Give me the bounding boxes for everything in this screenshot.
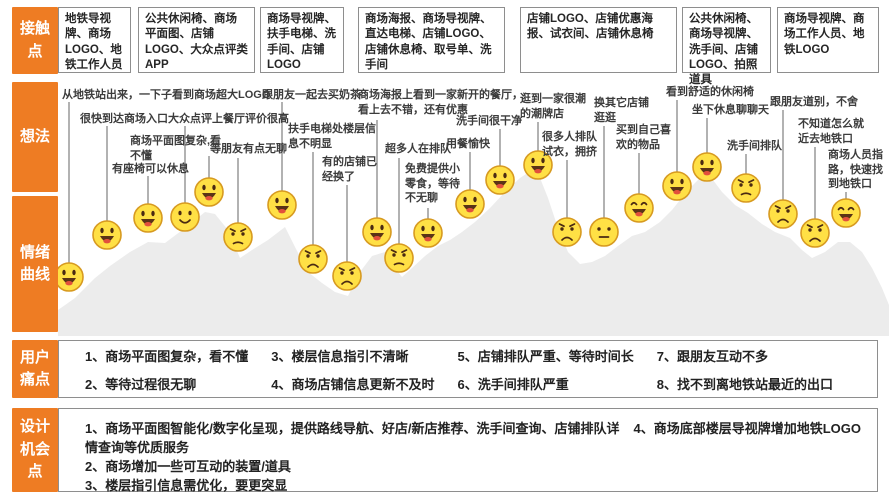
emoji-face-neutral [589, 217, 619, 247]
emoji-face-happy [362, 217, 392, 247]
thought-label: 商场海报上看到一家新开的餐厅，看上去不错，还有优惠 [358, 89, 523, 116]
sidebar-row-touchpoints: 接触点 [12, 7, 58, 74]
emoji-face-worried [731, 173, 761, 203]
opportunity-item: 3、楼层指引信息需优化，要更突显 [85, 478, 288, 493]
emoji-face-worried [223, 222, 253, 252]
thought-label: 逛到一家很潮的潮牌店 [520, 93, 586, 120]
emoji-face-happy [92, 220, 122, 250]
thought-label: 洗手间排队 [727, 140, 782, 152]
touchpoint-box: 商场导视牌、商场工作人员、地铁LOGO [777, 7, 879, 73]
emoji-face-happy [523, 150, 553, 180]
emoji-face-happy [194, 177, 224, 207]
emoji-face-happy [413, 218, 443, 248]
thought-label: 有的店铺已经换了 [322, 156, 377, 183]
opportunity-item: 1、商场平面图智能化/数字化呈现，提供路线导航、好店/新店推荐、洗手间查询、店铺… [85, 421, 620, 455]
emoji-face-sad [552, 217, 582, 247]
emoji-face-happy [455, 189, 485, 219]
emoji-face-sad [768, 199, 798, 229]
touchpoint-box: 公共休闲椅、商场导视牌、洗手间、店铺LOGO、拍照道具 [682, 7, 771, 86]
thought-label: 商场人员指路，快速找到地铁口 [828, 149, 883, 191]
pain-points-list: 1、商场平面图复杂，看不懂 2、等待过程很无聊 3、楼层信息指引不清晰 4、商场店铺信… [85, 346, 861, 393]
thought-label: 买到自己喜欢的物品 [616, 124, 671, 151]
emoji-face-sad [332, 261, 362, 291]
emoji-face-worried [384, 243, 414, 273]
thought-label: 洗手间很干净 [456, 115, 522, 127]
pain-points-panel: 1、商场平面图复杂，看不懂 2、等待过程很无聊 3、楼层信息指引不清晰 4、商场店铺信… [58, 340, 878, 398]
thought-label: 很多人排队试衣，拥挤 [542, 131, 597, 158]
emotion-area [58, 170, 889, 336]
opportunities-panel: 1、商场平面图智能化/数字化呈现，提供路线导航、好店/新店推荐、洗手间查询、店铺… [58, 408, 878, 493]
pain-point-item: 5、店铺排队严重、等待时间长 [457, 348, 634, 364]
pain-point-item: 7、跟朋友互动不多 [656, 348, 768, 364]
thought-label: 等朋友有点无聊 [210, 143, 287, 155]
emoji-face-happy [133, 203, 163, 233]
touchpoint-box: 公共休闲椅、商场平面图、店铺LOGO、大众点评类APP [138, 7, 255, 73]
thought-label: 看到舒适的休闲椅 [666, 86, 754, 98]
emoji-face-happy [485, 165, 515, 195]
emoji-face-content [170, 202, 200, 232]
emoji-face-happy [692, 152, 722, 182]
emoji-face-laugh [831, 198, 861, 228]
emoji-face-sad [298, 244, 328, 274]
thought-label: 跟朋友道别，不舍 [770, 96, 858, 108]
pain-point-column: 7、跟朋友互动不多 8、找不到离地铁站最近的出口 [657, 346, 833, 393]
thought-label: 商场平面图复杂,看不懂 [130, 135, 222, 162]
touchpoint-box: 店铺LOGO、店铺优惠海报、试衣间、店铺休息椅 [520, 7, 677, 73]
pain-point-column: 3、楼层信息指引不清晰 4、商场店铺信息更新不及时 [271, 346, 434, 393]
thought-label: 大众点评上餐厅评价很高 [168, 113, 289, 125]
thought-label: 坐下休息聊聊天 [692, 104, 769, 116]
emoji-face-sad [800, 218, 830, 248]
sidebar-row-opportunities: 设计机会点 [12, 408, 58, 492]
thought-label: 用餐愉快 [446, 138, 490, 150]
opportunity-item: 2、商场增加一些可互动的装置/道具 [85, 459, 291, 474]
touchpoint-box: 商场导视牌、扶手电梯、洗手间、店铺LOGO [260, 7, 344, 73]
emoji-face-happy [662, 171, 692, 201]
sidebar-row-emotion-curve: 情绪曲线 [12, 196, 58, 332]
touchpoint-box: 商场海报、商场导视牌、直达电梯、店铺LOGO、店铺休息椅、取号单、洗手间 [358, 7, 505, 73]
opportunity-item: 4、商场底部楼层导视牌增加地铁LOGO [633, 421, 861, 436]
thought-label: 免费提供小零食，等待不无聊 [405, 163, 460, 205]
thought-label: 扶手电梯处楼层信息不明显 [288, 123, 376, 150]
pain-point-column: 1、商场平面图复杂，看不懂 2、等待过程很无聊 [85, 346, 248, 393]
thought-label: 从地铁站出来，一下子看到商场超大LOGO [62, 89, 271, 101]
touchpoint-box: 地铁导视牌、商场LOGO、地铁工作人员 [58, 7, 131, 73]
thought-label: 超多人在排队 [385, 143, 451, 155]
thought-label: 很快到达商场入口 [80, 113, 168, 125]
thought-label: 不知道怎么就近去地铁口 [798, 118, 864, 145]
pain-point-column: 5、店铺排队严重、等待时间长 6、洗手间排队严重 [458, 346, 634, 393]
thought-label: 跟朋友一起去买奶茶 [262, 89, 361, 101]
thought-label: 换其它店铺逛逛 [594, 97, 649, 124]
emoji-face-laugh [624, 193, 654, 223]
pain-point-item: 3、楼层信息指引不清晰 [271, 348, 409, 364]
thought-label: 有座椅可以休息 [112, 163, 189, 175]
pain-point-item: 2、等待过程很无聊 [85, 376, 197, 392]
pain-point-item: 1、商场平面图复杂，看不懂 [85, 348, 249, 364]
sidebar-row-pain-points: 用户痛点 [12, 340, 58, 398]
opportunity-row: 1、商场平面图智能化/数字化呈现，提供路线导航、好店/新店推荐、洗手间查询、店铺… [85, 418, 861, 456]
pain-point-item: 4、商场店铺信息更新不及时 [271, 376, 435, 392]
sidebar-row-thoughts: 想法 [12, 82, 58, 192]
pain-point-item: 8、找不到离地铁站最近的出口 [656, 376, 833, 392]
emoji-face-happy [267, 190, 297, 220]
pain-point-item: 6、洗手间排队严重 [457, 376, 569, 392]
emoji-face-happy [54, 262, 84, 292]
